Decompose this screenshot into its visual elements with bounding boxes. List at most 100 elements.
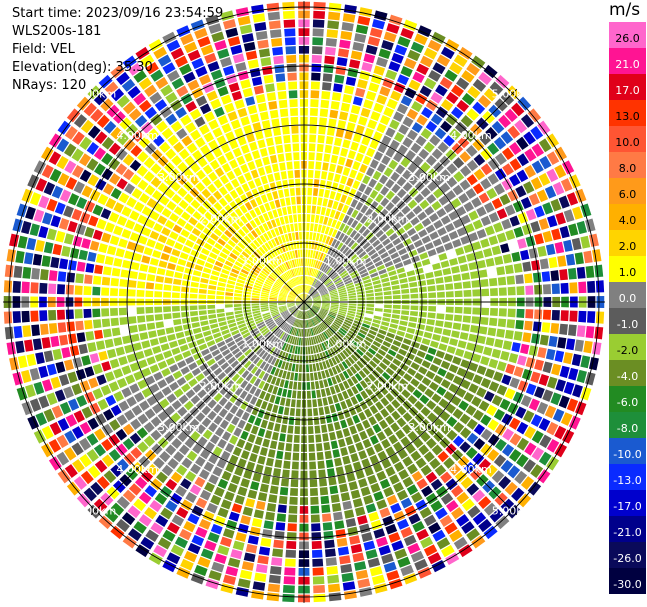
velocity-gate — [210, 523, 223, 535]
velocity-gate — [381, 321, 390, 327]
velocity-gate — [288, 294, 296, 299]
velocity-gate — [260, 298, 269, 301]
velocity-gate — [412, 155, 424, 167]
velocity-gate — [102, 183, 115, 195]
velocity-gate — [109, 173, 121, 185]
velocity-gate — [178, 394, 189, 405]
velocity-gate — [301, 294, 304, 302]
colorbar-cell — [609, 568, 646, 594]
velocity-gate — [195, 424, 206, 435]
velocity-gate — [449, 529, 463, 543]
velocity-gate — [262, 329, 270, 336]
velocity-gate — [365, 336, 374, 343]
velocity-gate — [270, 229, 277, 238]
velocity-gate — [192, 270, 202, 277]
velocity-gate — [267, 421, 275, 431]
velocity-gate — [41, 425, 54, 440]
velocity-gate — [326, 267, 333, 275]
velocity-gate — [240, 268, 249, 275]
velocity-gate — [259, 111, 269, 121]
velocity-gate — [515, 274, 524, 284]
velocity-gate — [513, 263, 523, 273]
velocity-gate — [305, 258, 308, 267]
velocity-gate — [92, 319, 102, 329]
velocity-gate — [335, 128, 345, 138]
velocity-gate — [382, 238, 391, 247]
velocity-gate — [547, 376, 558, 389]
velocity-gate — [396, 489, 409, 501]
velocity-gate — [291, 290, 298, 296]
range-ring-label: 1.00km — [325, 338, 367, 351]
velocity-gate — [87, 417, 99, 430]
velocity-gate — [240, 329, 249, 336]
velocity-gate — [440, 260, 450, 268]
velocity-gate — [161, 207, 172, 218]
velocity-gate — [465, 188, 477, 199]
velocity-gate — [445, 113, 458, 126]
velocity-gate — [270, 336, 277, 344]
velocity-gate — [255, 262, 263, 270]
velocity-gate — [522, 261, 532, 272]
velocity-gate — [117, 132, 130, 146]
velocity-gate — [247, 535, 259, 545]
velocity-gate — [249, 242, 258, 250]
velocity-gate — [213, 106, 225, 118]
velocity-gate — [243, 291, 252, 295]
velocity-gate — [326, 316, 334, 322]
velocity-gate — [71, 383, 83, 396]
velocity-gate — [294, 249, 298, 258]
velocity-gate — [127, 62, 142, 76]
velocity-gate — [317, 334, 323, 343]
velocity-gate — [209, 159, 220, 170]
velocity-gate — [198, 310, 207, 316]
velocity-gate — [346, 388, 354, 398]
velocity-gate — [340, 175, 348, 185]
velocity-gate — [281, 206, 288, 216]
velocity-gate — [539, 258, 549, 270]
velocity-gate — [296, 399, 301, 408]
velocity-gate — [537, 347, 547, 359]
velocity-gate — [184, 372, 194, 382]
velocity-gate — [293, 152, 300, 161]
velocity-gate — [298, 364, 302, 373]
velocity-gate — [64, 430, 77, 444]
velocity-gate — [122, 259, 132, 269]
velocity-gate — [29, 223, 40, 237]
velocity-gate — [79, 169, 92, 183]
velocity-gate — [89, 352, 100, 364]
velocity-gate — [295, 277, 299, 285]
velocity-gate — [451, 507, 464, 520]
velocity-gate — [585, 325, 595, 339]
velocity-gate — [164, 188, 176, 199]
velocity-gate — [234, 197, 243, 207]
velocity-gate — [259, 272, 267, 279]
velocity-gate — [366, 446, 376, 457]
velocity-gate — [270, 260, 277, 268]
velocity-gate — [373, 65, 386, 76]
velocity-gate — [38, 365, 49, 379]
velocity-gate — [313, 372, 318, 381]
velocity-gate — [64, 464, 78, 479]
velocity-gate — [200, 320, 209, 327]
velocity-gate — [506, 319, 516, 329]
velocity-gate — [405, 383, 416, 393]
velocity-gate — [306, 390, 312, 399]
velocity-gate — [338, 289, 347, 294]
velocity-gate — [493, 222, 504, 233]
velocity-gate — [386, 98, 398, 110]
velocity-gate — [154, 353, 165, 362]
velocity-gate — [423, 265, 433, 273]
velocity-gate — [416, 114, 428, 126]
velocity-gate — [287, 305, 296, 309]
velocity-gate — [255, 30, 268, 41]
velocity-gate — [373, 102, 384, 113]
velocity-gate — [382, 312, 392, 318]
velocity-gate — [351, 219, 359, 229]
velocity-gate — [110, 287, 119, 296]
velocity-gate — [504, 388, 516, 400]
velocity-gate — [353, 363, 361, 372]
velocity-gate — [312, 296, 321, 300]
velocity-gate — [390, 502, 402, 514]
velocity-gate — [308, 310, 313, 317]
velocity-gate — [432, 238, 443, 247]
